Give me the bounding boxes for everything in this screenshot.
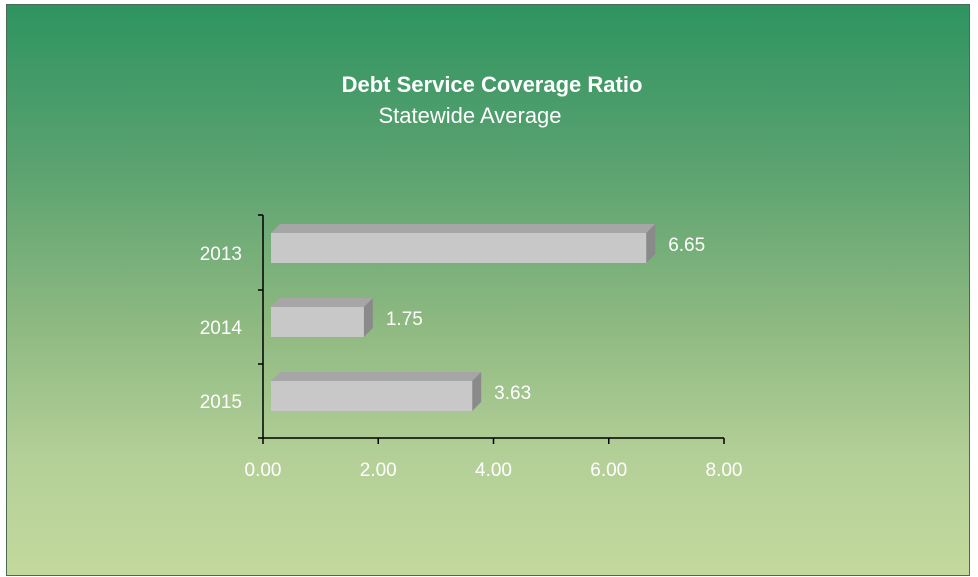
x-tick-label: 0.00 [245, 460, 282, 481]
x-tick-label: 2.00 [360, 460, 397, 481]
x-tick-label: 4.00 [475, 460, 512, 481]
bar-top-face [271, 298, 373, 307]
data-label: 6.65 [668, 235, 705, 256]
chart-subtitle: Statewide Average [378, 103, 562, 128]
x-tick-label: 6.00 [590, 460, 627, 481]
y-tick-label: 2013 [200, 244, 242, 265]
data-label: 1.75 [386, 309, 423, 330]
bar-side-face [363, 298, 373, 337]
bar-side-face [472, 372, 482, 411]
bar-side-face [646, 224, 656, 263]
bar [271, 233, 647, 263]
bar-top-face [271, 372, 482, 381]
chart-title: Debt Service Coverage Ratio [341, 72, 643, 97]
y-tick-label: 2015 [200, 392, 242, 413]
data-label: 3.63 [494, 383, 531, 404]
x-tick-label: 8.00 [706, 460, 743, 481]
bar [271, 381, 473, 411]
bar [271, 307, 364, 337]
chart-background [6, 4, 970, 576]
y-tick-label: 2014 [200, 318, 243, 339]
bar-top-face [271, 224, 656, 233]
